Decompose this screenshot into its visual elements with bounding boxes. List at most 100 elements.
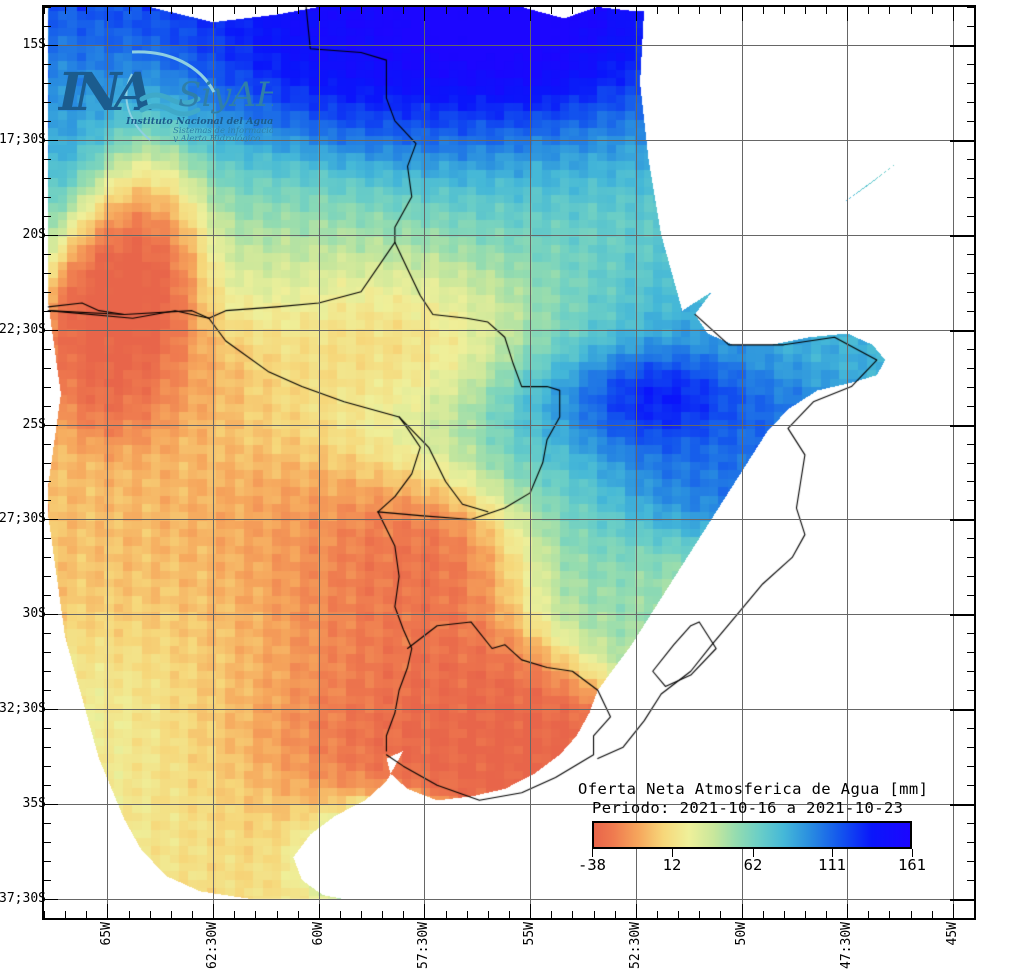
minor-tick xyxy=(44,463,51,464)
minor-tick xyxy=(44,121,51,122)
lat-label-rule-9 xyxy=(950,899,976,901)
colorbar-tick-1 xyxy=(672,849,673,857)
minor-tick xyxy=(967,595,974,596)
minor-tick xyxy=(65,7,66,14)
minor-tick xyxy=(967,842,974,843)
minor-tick xyxy=(967,728,974,729)
minor-tick xyxy=(403,911,404,918)
minor-tick xyxy=(129,911,130,918)
minor-tick xyxy=(911,911,912,918)
minor-tick xyxy=(192,911,193,918)
minor-tick xyxy=(967,747,974,748)
ina-siyah-logo: I N A SiyAH Instituto Nacional del Agua … xyxy=(58,44,273,142)
minor-tick xyxy=(932,7,933,14)
svg-text:y Alerta Hidrológico: y Alerta Hidrológico xyxy=(172,133,260,142)
major-tick xyxy=(44,804,58,805)
minor-tick xyxy=(44,728,51,729)
minor-tick xyxy=(298,911,299,918)
minor-tick xyxy=(255,7,256,14)
minor-tick xyxy=(44,406,51,407)
minor-tick xyxy=(784,7,785,14)
lon-label-2: 60W xyxy=(310,922,326,946)
major-tick xyxy=(953,7,954,21)
minor-tick xyxy=(44,500,51,501)
major-tick xyxy=(319,904,320,918)
major-tick xyxy=(44,235,58,236)
colorbar-label-0: -38 xyxy=(578,856,606,874)
colorbar-tick-4 xyxy=(912,849,913,857)
colorbar-tick-3 xyxy=(832,849,833,857)
major-tick xyxy=(742,904,743,918)
minor-tick xyxy=(967,633,974,634)
minor-tick xyxy=(44,918,51,919)
minor-tick xyxy=(615,911,616,918)
minor-tick xyxy=(361,7,362,14)
minor-tick xyxy=(551,7,552,14)
lon-label-3: 57:30W xyxy=(416,922,432,969)
minor-tick xyxy=(44,690,51,691)
minor-tick xyxy=(967,216,974,217)
minor-tick xyxy=(889,911,890,918)
minor-tick xyxy=(967,254,974,255)
minor-tick xyxy=(277,911,278,918)
minor-tick xyxy=(44,349,51,350)
minor-tick xyxy=(615,7,616,14)
major-tick xyxy=(847,904,848,918)
minor-tick xyxy=(967,785,974,786)
lat-label-9: 37;30S xyxy=(0,891,46,907)
major-tick xyxy=(44,614,58,615)
major-tick xyxy=(319,7,320,21)
minor-tick xyxy=(974,7,975,14)
minor-tick xyxy=(446,911,447,918)
minor-tick xyxy=(974,911,975,918)
colorbar-tick-labels: -38 12 62 111 161 xyxy=(560,856,960,880)
major-tick xyxy=(213,7,214,21)
minor-tick xyxy=(277,7,278,14)
minor-tick xyxy=(44,652,51,653)
colorbar-tick-2 xyxy=(753,849,754,857)
svg-text:A: A xyxy=(109,62,154,123)
minor-tick xyxy=(44,842,51,843)
minor-tick xyxy=(467,911,468,918)
minor-tick xyxy=(967,652,974,653)
legend-period: Periodo: 2021-10-16 a 2021-10-23 xyxy=(592,799,904,818)
minor-tick xyxy=(784,911,785,918)
minor-tick xyxy=(44,861,51,862)
minor-tick xyxy=(967,823,974,824)
minor-tick xyxy=(44,7,45,14)
minor-tick xyxy=(967,557,974,558)
precipitation-anomaly-heatmap xyxy=(44,7,974,918)
minor-tick xyxy=(967,387,974,388)
major-tick xyxy=(424,7,425,21)
minor-tick xyxy=(967,690,974,691)
minor-tick xyxy=(967,406,974,407)
colorbar-label-1: 12 xyxy=(662,856,682,874)
minor-tick xyxy=(826,911,827,918)
lat-label-2: 20S xyxy=(22,226,46,242)
legend-title: Oferta Neta Atmosferica de Agua [mm] xyxy=(578,780,929,798)
minor-tick xyxy=(967,368,974,369)
lon-label-8: 45W xyxy=(944,922,960,946)
minor-tick xyxy=(44,911,45,918)
minor-tick xyxy=(868,911,869,918)
minor-tick xyxy=(44,880,51,881)
minor-tick xyxy=(967,273,974,274)
lat-label-rule-2 xyxy=(950,235,976,237)
lat-label-6: 30S xyxy=(22,606,46,622)
svg-text:Instituto Nacional del Agua: Instituto Nacional del Agua xyxy=(125,116,273,127)
minor-tick xyxy=(967,500,974,501)
minor-tick xyxy=(44,633,51,634)
minor-tick xyxy=(720,7,721,14)
minor-tick xyxy=(44,311,51,312)
minor-tick xyxy=(446,7,447,14)
minor-tick xyxy=(967,766,974,767)
minor-tick xyxy=(255,911,256,918)
minor-tick xyxy=(44,766,51,767)
minor-tick xyxy=(44,595,51,596)
minor-tick xyxy=(967,880,974,881)
major-tick xyxy=(953,904,954,918)
major-tick xyxy=(636,7,637,21)
minor-tick xyxy=(44,159,51,160)
minor-tick xyxy=(889,7,890,14)
major-tick xyxy=(44,899,58,900)
